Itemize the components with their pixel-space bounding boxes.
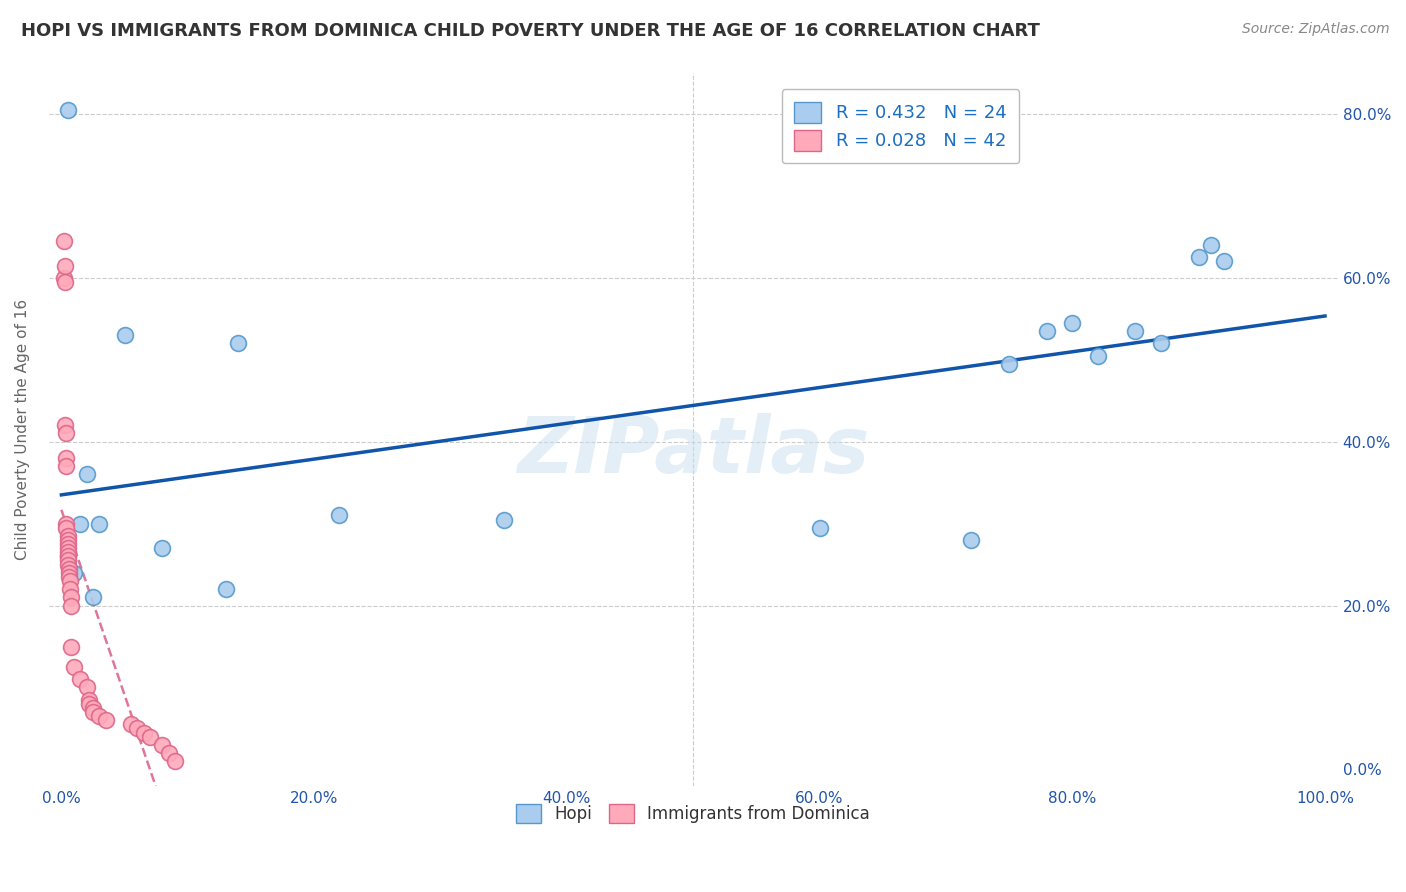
Point: [56, 529, 79, 543]
Point: [58, 566, 80, 580]
Text: HOPI VS IMMIGRANTS FROM DOMINICA CHILD POVERTY UNDER THE AGE OF 16 CORRELATION C: HOPI VS IMMIGRANTS FROM DOMINICA CHILD P…: [21, 22, 1040, 40]
Point: [53, 259, 76, 273]
Point: [55, 521, 77, 535]
Point: [56, 545, 79, 559]
Point: [89, 709, 111, 723]
Point: [808, 521, 831, 535]
Point: [1188, 250, 1211, 264]
Point: [60, 640, 83, 654]
Point: [1150, 336, 1173, 351]
Point: [59, 574, 82, 588]
Point: [1036, 324, 1059, 338]
Point: [114, 328, 136, 343]
Point: [60, 591, 83, 605]
Point: [960, 533, 983, 547]
Point: [69, 673, 91, 687]
Point: [55, 451, 77, 466]
Point: [55, 459, 77, 474]
Point: [82, 591, 104, 605]
Text: ZIPatlas: ZIPatlas: [517, 413, 869, 489]
Point: [77, 697, 100, 711]
Point: [139, 730, 162, 744]
Point: [56, 541, 79, 556]
Point: [1125, 324, 1147, 338]
Point: [226, 336, 249, 351]
Point: [58, 562, 80, 576]
Point: [998, 357, 1021, 371]
Point: [60, 599, 83, 613]
Point: [56, 558, 79, 572]
Point: [82, 705, 104, 719]
Point: [56, 553, 79, 567]
Point: [127, 722, 149, 736]
Point: [94, 713, 117, 727]
Point: [63, 660, 86, 674]
Y-axis label: Child Poverty Under the Age of 16: Child Poverty Under the Age of 16: [15, 299, 30, 560]
Point: [165, 754, 187, 768]
Point: [69, 516, 91, 531]
Point: [89, 516, 111, 531]
Point: [56, 537, 79, 551]
Point: [76, 681, 98, 695]
Point: [52, 234, 75, 248]
Point: [53, 418, 76, 433]
Legend: Hopi, Immigrants from Dominica: Hopi, Immigrants from Dominica: [505, 792, 882, 835]
Point: [55, 516, 77, 531]
Point: [157, 746, 180, 760]
Text: Source: ZipAtlas.com: Source: ZipAtlas.com: [1241, 22, 1389, 37]
Point: [58, 570, 80, 584]
Point: [56, 549, 79, 564]
Point: [120, 717, 142, 731]
Point: [328, 508, 350, 523]
Point: [152, 541, 174, 556]
Point: [492, 512, 515, 526]
Point: [53, 275, 76, 289]
Point: [56, 533, 79, 547]
Point: [1212, 254, 1234, 268]
Point: [56, 549, 79, 564]
Point: [52, 270, 75, 285]
Point: [59, 582, 82, 596]
Point: [1087, 349, 1109, 363]
Point: [63, 566, 86, 580]
Point: [55, 426, 77, 441]
Point: [132, 725, 155, 739]
Point: [77, 692, 100, 706]
Point: [82, 701, 104, 715]
Point: [76, 467, 98, 482]
Point: [1062, 316, 1084, 330]
Point: [152, 738, 174, 752]
Point: [214, 582, 236, 596]
Point: [56, 103, 79, 117]
Point: [1201, 238, 1223, 252]
